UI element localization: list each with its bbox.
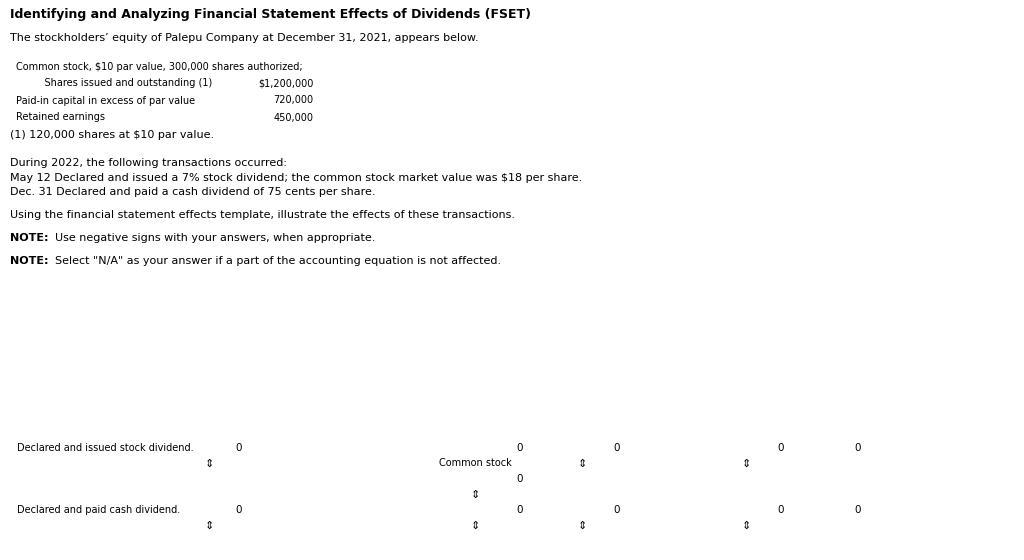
Text: 0: 0 bbox=[236, 443, 242, 453]
Text: 0: 0 bbox=[516, 474, 523, 484]
Text: Dec. 31 Declared and paid a cash dividend of 75 cents per share.: Dec. 31 Declared and paid a cash dividen… bbox=[10, 187, 376, 197]
Text: Identifying and Analyzing Financial Statement Effects of Dividends (FSET): Identifying and Analyzing Financial Stat… bbox=[10, 8, 531, 21]
Text: 0: 0 bbox=[777, 505, 783, 515]
Text: 0: 0 bbox=[236, 505, 242, 515]
Text: ⇕: ⇕ bbox=[741, 459, 751, 469]
Text: During 2022, the following transactions occurred:: During 2022, the following transactions … bbox=[10, 158, 287, 168]
Text: May 12 Declared and issued a 7% stock dividend; the common stock market value wa: May 12 Declared and issued a 7% stock di… bbox=[10, 173, 583, 183]
Text: Balance Sheet: Balance Sheet bbox=[353, 395, 442, 405]
Text: (1) 120,000 shares at $10 par value.: (1) 120,000 shares at $10 par value. bbox=[10, 130, 214, 140]
Text: Assets: Assets bbox=[274, 426, 308, 436]
Text: 0: 0 bbox=[516, 443, 523, 453]
Text: Common stock, $10 par value, 300,000 shares authorized;: Common stock, $10 par value, 300,000 sha… bbox=[16, 62, 303, 72]
Text: ⇕: ⇕ bbox=[741, 520, 751, 530]
Text: 0: 0 bbox=[854, 443, 860, 453]
Text: Net: Net bbox=[823, 410, 841, 420]
Text: =: = bbox=[327, 426, 336, 436]
Text: 0: 0 bbox=[613, 505, 620, 515]
Text: Capital: Capital bbox=[457, 426, 494, 436]
Text: The stockholders’ equity of Palepu Company at December 31, 2021, appears below.: The stockholders’ equity of Palepu Compa… bbox=[10, 33, 478, 43]
Text: 0: 0 bbox=[516, 505, 523, 515]
Text: 0: 0 bbox=[613, 443, 620, 453]
Text: 720,000: 720,000 bbox=[273, 96, 313, 105]
Text: ⇕: ⇕ bbox=[471, 489, 480, 500]
Text: 0: 0 bbox=[777, 443, 783, 453]
Text: ⇕: ⇕ bbox=[205, 520, 214, 530]
Text: =: = bbox=[790, 426, 799, 436]
Text: Transaction: Transaction bbox=[57, 426, 126, 436]
Text: Paid-in capital in excess of par value: Paid-in capital in excess of par value bbox=[16, 96, 196, 105]
Text: ⇕: ⇕ bbox=[471, 520, 480, 530]
Text: Retained earnings: Retained earnings bbox=[16, 113, 105, 123]
Text: ⇕: ⇕ bbox=[205, 459, 214, 469]
Text: 450,000: 450,000 bbox=[273, 113, 313, 123]
Text: NOTE:: NOTE: bbox=[10, 233, 48, 243]
Text: Declared and paid cash dividend.: Declared and paid cash dividend. bbox=[16, 505, 180, 515]
Text: Contributed: Contributed bbox=[444, 410, 507, 420]
Text: Select "N/A" as your answer if a part of the accounting equation is not affected: Select "N/A" as your answer if a part of… bbox=[48, 256, 501, 266]
Text: Asset: Asset bbox=[195, 426, 223, 436]
Text: Cash: Cash bbox=[196, 410, 222, 420]
Text: ⇕: ⇕ bbox=[578, 520, 587, 530]
Text: Use negative signs with your answers, when appropriate.: Use negative signs with your answers, wh… bbox=[48, 233, 376, 243]
Text: Declared and issued stock dividend.: Declared and issued stock dividend. bbox=[16, 443, 194, 453]
Text: Earned: Earned bbox=[563, 410, 600, 420]
Text: +: + bbox=[529, 426, 539, 436]
Text: +: + bbox=[248, 426, 256, 436]
Text: Capital: Capital bbox=[563, 426, 600, 436]
Text: Noncash: Noncash bbox=[269, 410, 314, 420]
Text: Common stock: Common stock bbox=[439, 459, 512, 469]
Text: Income: Income bbox=[813, 426, 851, 436]
Text: 0: 0 bbox=[854, 505, 860, 515]
Text: Liabilities +: Liabilities + bbox=[343, 426, 404, 436]
Text: Using the financial statement effects template, illustrate the effects of these : Using the financial statement effects te… bbox=[10, 210, 515, 220]
Text: Expenses: Expenses bbox=[721, 410, 771, 420]
Text: Income Statement: Income Statement bbox=[686, 395, 801, 405]
Text: Revenue -: Revenue - bbox=[631, 410, 683, 420]
Text: $1,200,000: $1,200,000 bbox=[258, 78, 313, 88]
Text: ⇕: ⇕ bbox=[578, 459, 587, 469]
Text: Shares issued and outstanding (1): Shares issued and outstanding (1) bbox=[32, 78, 212, 88]
Text: NOTE:: NOTE: bbox=[10, 256, 48, 266]
